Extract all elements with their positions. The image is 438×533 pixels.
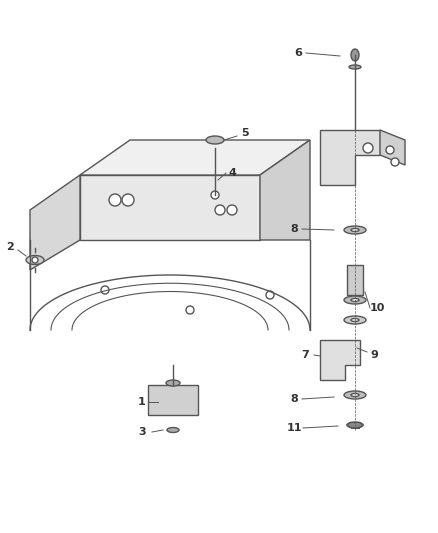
Polygon shape xyxy=(30,175,80,270)
Circle shape xyxy=(215,205,225,215)
Circle shape xyxy=(101,286,109,294)
Circle shape xyxy=(211,191,219,199)
Text: 8: 8 xyxy=(290,224,298,234)
Circle shape xyxy=(363,143,373,153)
Ellipse shape xyxy=(344,316,366,324)
Bar xyxy=(347,265,363,295)
Circle shape xyxy=(32,257,38,263)
Text: 3: 3 xyxy=(138,427,146,437)
Text: 11: 11 xyxy=(286,423,302,433)
Text: 9: 9 xyxy=(370,350,378,360)
Ellipse shape xyxy=(26,255,44,264)
Ellipse shape xyxy=(351,319,359,321)
Ellipse shape xyxy=(351,298,359,302)
Circle shape xyxy=(109,194,121,206)
Ellipse shape xyxy=(167,427,179,432)
Ellipse shape xyxy=(344,296,366,304)
Text: 10: 10 xyxy=(369,303,385,313)
Ellipse shape xyxy=(349,65,361,69)
Circle shape xyxy=(386,146,394,154)
Ellipse shape xyxy=(351,393,359,397)
Polygon shape xyxy=(320,340,360,380)
Text: 2: 2 xyxy=(6,242,14,252)
Polygon shape xyxy=(380,130,405,165)
Ellipse shape xyxy=(351,229,359,231)
Text: 7: 7 xyxy=(301,350,309,360)
Text: 8: 8 xyxy=(290,394,298,404)
Circle shape xyxy=(391,158,399,166)
Polygon shape xyxy=(260,140,310,240)
Text: 4: 4 xyxy=(228,168,236,178)
Circle shape xyxy=(186,306,194,314)
Circle shape xyxy=(122,194,134,206)
Ellipse shape xyxy=(344,226,366,234)
Circle shape xyxy=(227,205,237,215)
Ellipse shape xyxy=(351,49,359,61)
Polygon shape xyxy=(80,140,310,175)
Ellipse shape xyxy=(344,391,366,399)
Bar xyxy=(148,385,198,415)
Ellipse shape xyxy=(166,380,180,386)
Ellipse shape xyxy=(206,136,224,144)
Polygon shape xyxy=(80,175,260,240)
Text: 1: 1 xyxy=(138,397,146,407)
Ellipse shape xyxy=(347,422,363,428)
Text: 5: 5 xyxy=(241,128,249,138)
Circle shape xyxy=(266,291,274,299)
Text: 6: 6 xyxy=(294,48,302,58)
Polygon shape xyxy=(320,130,380,185)
